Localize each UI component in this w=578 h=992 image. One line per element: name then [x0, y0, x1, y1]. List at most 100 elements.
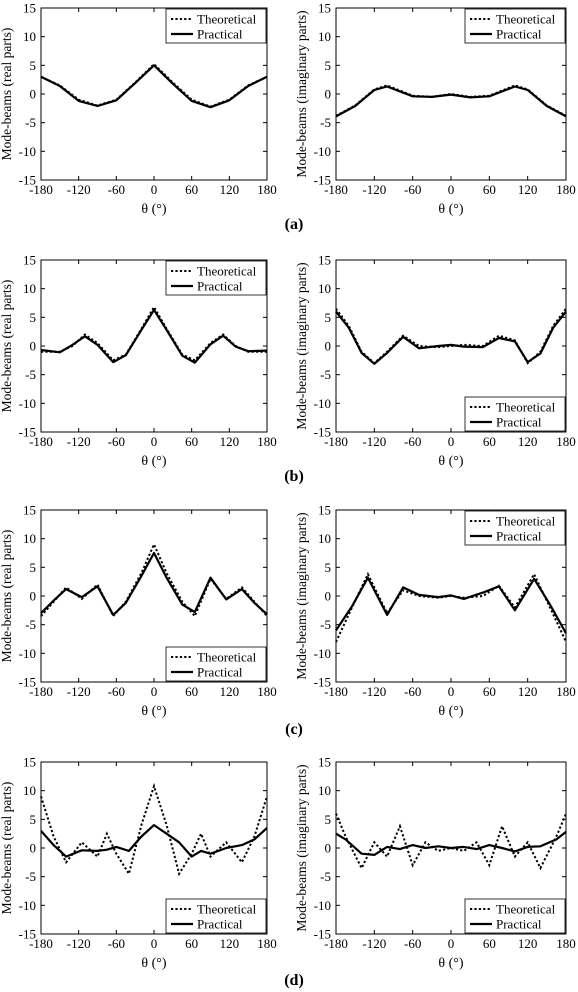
- x-axis-label: θ (°): [141, 956, 166, 971]
- panel-label: (b): [284, 468, 304, 485]
- x-tick-label: 0: [151, 434, 158, 449]
- panel-label: (a): [285, 216, 304, 233]
- panel-c-left-chart: -180 -120 -60 0 60 120 180 15 10 5 0 -5 -10 -15 θ (°) M…: [0, 503, 277, 720]
- x-tick-label: 60: [185, 182, 198, 197]
- x-tick-label: 120: [220, 434, 240, 449]
- y-tick-label: 10: [318, 281, 331, 296]
- y-axis-label: Mode-beams (real parts): [0, 782, 14, 915]
- x-tick-label: -60: [404, 684, 421, 699]
- x-tick-label: 0: [151, 936, 158, 951]
- legend-box: [464, 898, 566, 934]
- y-tick-label: -15: [19, 425, 36, 440]
- y-tick-label: 0: [325, 339, 332, 354]
- y-tick-label: -10: [314, 898, 331, 913]
- y-axis-label: Mode-beams (real parts): [0, 530, 14, 663]
- y-tick-label: 15: [23, 503, 36, 518]
- x-axis-label: θ (°): [438, 704, 463, 719]
- y-tick-label: -15: [314, 425, 331, 440]
- y-tick-label: 15: [318, 503, 331, 518]
- y-tick-label: 5: [30, 58, 37, 73]
- x-tick-label: -60: [108, 182, 125, 197]
- x-tick-label: -180: [324, 182, 348, 197]
- x-tick-label: 120: [518, 182, 538, 197]
- x-tick-label: -180: [324, 684, 348, 699]
- y-tick-label: 15: [23, 253, 36, 268]
- practical-series-line: [335, 85, 567, 118]
- y-tick-label: 5: [30, 560, 37, 575]
- y-tick-label: 15: [318, 253, 331, 268]
- x-tick-label: 0: [448, 434, 455, 449]
- practical-series-line: [40, 308, 268, 364]
- theoretical-series-line: [41, 305, 267, 362]
- y-tick-label: 10: [23, 281, 36, 296]
- y-tick-label: 0: [325, 87, 332, 102]
- x-tick-label: 60: [185, 434, 198, 449]
- x-tick-label: 120: [220, 182, 240, 197]
- y-tick-label: -15: [19, 927, 36, 942]
- x-tick-label: -180: [324, 936, 348, 951]
- x-tick-label: -120: [362, 434, 386, 449]
- theoretical-series-line: [335, 813, 567, 871]
- y-tick-label: 10: [318, 531, 331, 546]
- y-tick-label: -10: [314, 646, 331, 661]
- x-tick-label: -180: [29, 182, 53, 197]
- y-axis-label: Mode-beams (imaginary parts): [294, 10, 309, 177]
- y-tick-label: -15: [19, 173, 36, 188]
- x-tick-label: -180: [324, 434, 348, 449]
- panel-b-left-chart: -180 -120 -60 0 60 120 180 15 10 5 0 -5 -10 -15 θ (°) M…: [0, 253, 277, 470]
- x-tick-label: 180: [556, 936, 576, 951]
- panel-a-right-chart: -180 -120 -60 0 60 120 180 15 10 5 0 -5 -10 -15 θ (°) M…: [294, 1, 576, 218]
- x-axis-label: θ (°): [141, 202, 166, 217]
- legend-label-practical: Practical: [197, 917, 243, 932]
- theoretical-series-line: [40, 782, 268, 877]
- y-axis-label: Mode-beams (imaginary parts): [294, 262, 309, 429]
- panel-b-right-chart: -180 -120 -60 0 60 120 180 15 10 5 0 -5 -10 -15 θ (°) M…: [294, 253, 576, 470]
- x-axis-label: θ (°): [141, 454, 166, 469]
- x-tick-label: 180: [556, 434, 576, 449]
- y-tick-label: -5: [320, 617, 331, 632]
- x-tick-label: 0: [448, 936, 455, 951]
- y-tick-label: 10: [318, 29, 331, 44]
- y-tick-label: -15: [19, 675, 36, 690]
- legend-label-practical: Practical: [197, 665, 243, 680]
- y-tick-label: -15: [314, 927, 331, 942]
- x-tick-label: 120: [518, 434, 538, 449]
- theoretical-series-line: [335, 308, 567, 365]
- y-axis-label: Mode-beams (real parts): [0, 280, 14, 413]
- x-tick-label: -120: [362, 936, 386, 951]
- y-tick-label: 15: [23, 1, 36, 16]
- x-axis-label: θ (°): [141, 704, 166, 719]
- x-tick-label: 120: [518, 684, 538, 699]
- y-tick-label: 15: [318, 1, 331, 16]
- x-axis-label: θ (°): [438, 454, 463, 469]
- legend-label-theoretical: Theoretical: [496, 902, 556, 917]
- panel-a-left-chart: -180 -120 -60 0 60 120 180 15 10 5 0 -5 -10 -15 θ (°) M…: [0, 1, 277, 218]
- x-tick-label: -120: [67, 684, 91, 699]
- practical-series-line: [40, 824, 268, 858]
- y-tick-label: 0: [325, 841, 332, 856]
- x-tick-label: -120: [67, 182, 91, 197]
- y-axis-label: Mode-beams (imaginary parts): [294, 764, 309, 931]
- y-tick-label: -5: [25, 115, 36, 130]
- x-tick-label: 60: [483, 434, 496, 449]
- legend-label-theoretical: Theoretical: [496, 514, 556, 529]
- x-tick-label: 60: [483, 684, 496, 699]
- legend-label-theoretical: Theoretical: [496, 400, 556, 415]
- legend-label-theoretical: Theoretical: [197, 12, 257, 27]
- x-tick-label: -60: [404, 182, 421, 197]
- x-tick-label: 180: [257, 434, 277, 449]
- y-tick-label: 5: [325, 310, 332, 325]
- x-tick-label: -120: [362, 182, 386, 197]
- x-axis-label: θ (°): [438, 956, 463, 971]
- x-tick-label: 180: [257, 684, 277, 699]
- x-tick-label: 180: [556, 182, 576, 197]
- y-tick-label: 5: [325, 812, 332, 827]
- x-tick-label: 120: [518, 936, 538, 951]
- x-tick-label: 180: [257, 182, 277, 197]
